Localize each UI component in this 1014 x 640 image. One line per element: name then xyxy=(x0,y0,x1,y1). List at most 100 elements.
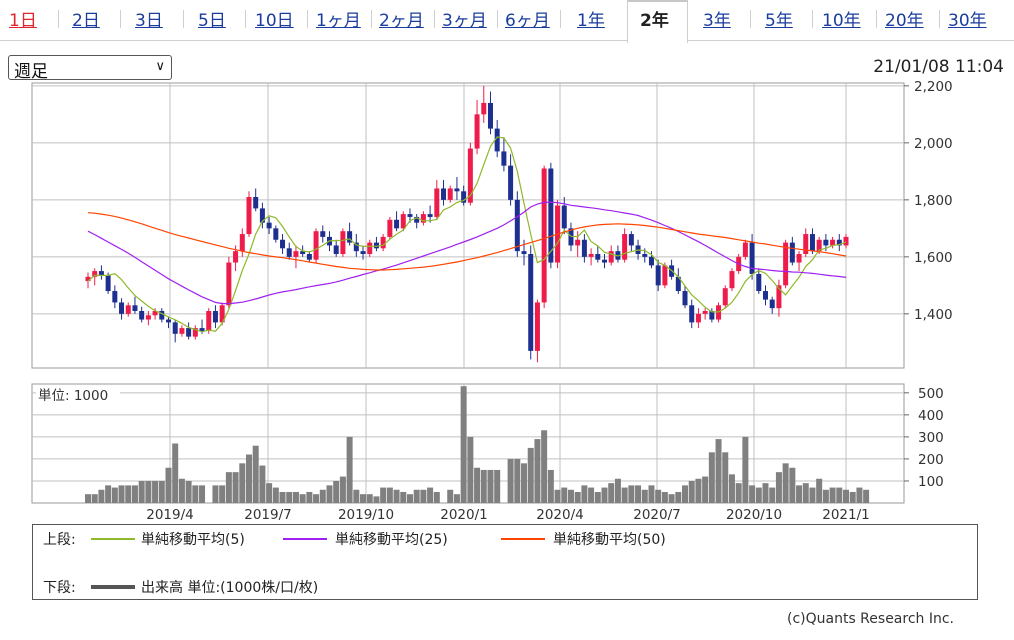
legend-upper-label: 上段: xyxy=(43,532,76,548)
tab-30-years[interactable]: 30年 xyxy=(948,11,987,31)
candle-down xyxy=(300,251,306,254)
volume-bar xyxy=(769,487,776,503)
legend-ma25-label: 単純移動平均(25) xyxy=(335,532,448,548)
candle-up xyxy=(796,254,802,263)
candle-down xyxy=(561,205,567,229)
volume-bar xyxy=(755,487,762,503)
x-tick-label: 2021/1 xyxy=(822,507,870,523)
ma50-line xyxy=(87,212,847,271)
candle-down xyxy=(266,222,272,229)
candle-down xyxy=(501,151,507,166)
tab-5-years[interactable]: 5年 xyxy=(765,11,793,31)
candle-down xyxy=(454,188,460,192)
candle-up xyxy=(830,239,836,246)
chart-legend: 上段: 単純移動平均(5) 単純移動平均(25) 単純移動平均(50) 下段: … xyxy=(32,524,978,600)
tab-2-days[interactable]: 2日 xyxy=(72,11,100,31)
chart-timestamp: 21/01/08 11:04 xyxy=(873,57,1004,77)
candle-down xyxy=(132,305,138,311)
volume-bar xyxy=(547,469,554,503)
candle-up xyxy=(816,239,822,252)
volume-bar xyxy=(695,478,702,503)
tab-6-months[interactable]: 6ヶ月 xyxy=(505,11,550,31)
volume-bar xyxy=(541,430,548,503)
volume-bar xyxy=(594,491,601,503)
candle-up xyxy=(92,271,98,277)
tab-5-days[interactable]: 5日 xyxy=(198,11,226,31)
volume-bar xyxy=(192,485,199,503)
volume-bar xyxy=(125,485,132,503)
candle-up xyxy=(239,234,245,252)
candle-down xyxy=(259,208,265,223)
tab-20-years[interactable]: 20年 xyxy=(885,11,924,31)
volume-tick-label: 200 xyxy=(918,452,944,468)
volume-bar xyxy=(702,476,709,503)
candle-up xyxy=(152,311,158,316)
volume-bar xyxy=(480,469,487,503)
candle-down xyxy=(98,271,104,276)
period-tabs: 1日 2日 3日 5日 10日 1ヶ月 2ヶ月 3ヶ月 6ヶ月 1年 2年 3年… xyxy=(0,0,1014,43)
volume-bar xyxy=(406,494,413,503)
volume-bar xyxy=(467,436,474,503)
volume-bar xyxy=(843,489,849,503)
candle-down xyxy=(628,234,634,246)
candle-up xyxy=(843,236,849,246)
volume-bar xyxy=(668,494,675,503)
candle-down xyxy=(441,188,447,200)
tab-1-year[interactable]: 1年 xyxy=(577,11,605,31)
volume-bar xyxy=(286,491,293,503)
volume-bar xyxy=(775,472,782,503)
candle-down xyxy=(789,242,795,263)
volume-bar xyxy=(279,491,286,503)
tab-2-months[interactable]: 2ヶ月 xyxy=(379,11,424,31)
candle-up xyxy=(534,302,540,351)
volume-bar xyxy=(232,472,239,503)
candle-down xyxy=(602,259,608,263)
candle-down xyxy=(682,291,688,306)
volume-bar xyxy=(460,386,467,503)
candle-down xyxy=(689,305,695,323)
volume-bar xyxy=(185,480,192,503)
candle-down xyxy=(373,242,379,249)
tab-1-month[interactable]: 1ヶ月 xyxy=(316,11,361,31)
candle-down xyxy=(186,328,192,337)
candle-up xyxy=(340,231,346,254)
candle-up xyxy=(125,305,131,314)
tab-separator xyxy=(307,10,308,28)
candle-down xyxy=(347,231,353,243)
volume-bar xyxy=(212,485,219,503)
price-tick-label: 2,200 xyxy=(914,79,953,95)
x-tick-label: 2020/10 xyxy=(726,507,782,523)
tab-2-years[interactable]: 2年 xyxy=(640,11,669,31)
tab-10-years[interactable]: 10年 xyxy=(822,11,861,31)
candle-up xyxy=(541,168,547,303)
ma5-line xyxy=(87,136,847,333)
candle-up xyxy=(622,234,628,260)
candle-down xyxy=(360,251,366,254)
volume-bar xyxy=(682,485,689,503)
volume-bar xyxy=(85,494,91,503)
candle-up xyxy=(179,328,185,334)
volume-bar xyxy=(655,489,662,503)
volume-bar xyxy=(239,463,246,503)
tab-1-day[interactable]: 1日 xyxy=(9,11,37,31)
tab-3-months[interactable]: 3ヶ月 xyxy=(442,11,487,31)
candle-up xyxy=(400,214,406,229)
volume-bar xyxy=(199,485,206,503)
volume-bar xyxy=(306,491,313,503)
volume-bar xyxy=(152,480,159,503)
price-tick-label: 1,600 xyxy=(914,250,953,266)
volume-bar xyxy=(601,487,608,503)
candle-down xyxy=(105,275,111,292)
tab-3-days[interactable]: 3日 xyxy=(135,11,163,31)
period-select[interactable]: 週足 ∨ xyxy=(8,55,172,82)
tab-separator xyxy=(434,10,435,28)
volume-bar xyxy=(829,487,836,503)
tab-separator xyxy=(560,10,561,28)
tab-10-days[interactable]: 10日 xyxy=(255,11,294,31)
volume-bar xyxy=(567,489,574,503)
x-axis: 2019/4 2019/7 2019/10 2020/1 2020/4 2020/7 202… xyxy=(146,507,870,523)
tab-3-years[interactable]: 3年 xyxy=(703,11,731,31)
candle-down xyxy=(521,251,527,254)
candle-down xyxy=(581,239,587,257)
candle-down xyxy=(286,248,292,257)
